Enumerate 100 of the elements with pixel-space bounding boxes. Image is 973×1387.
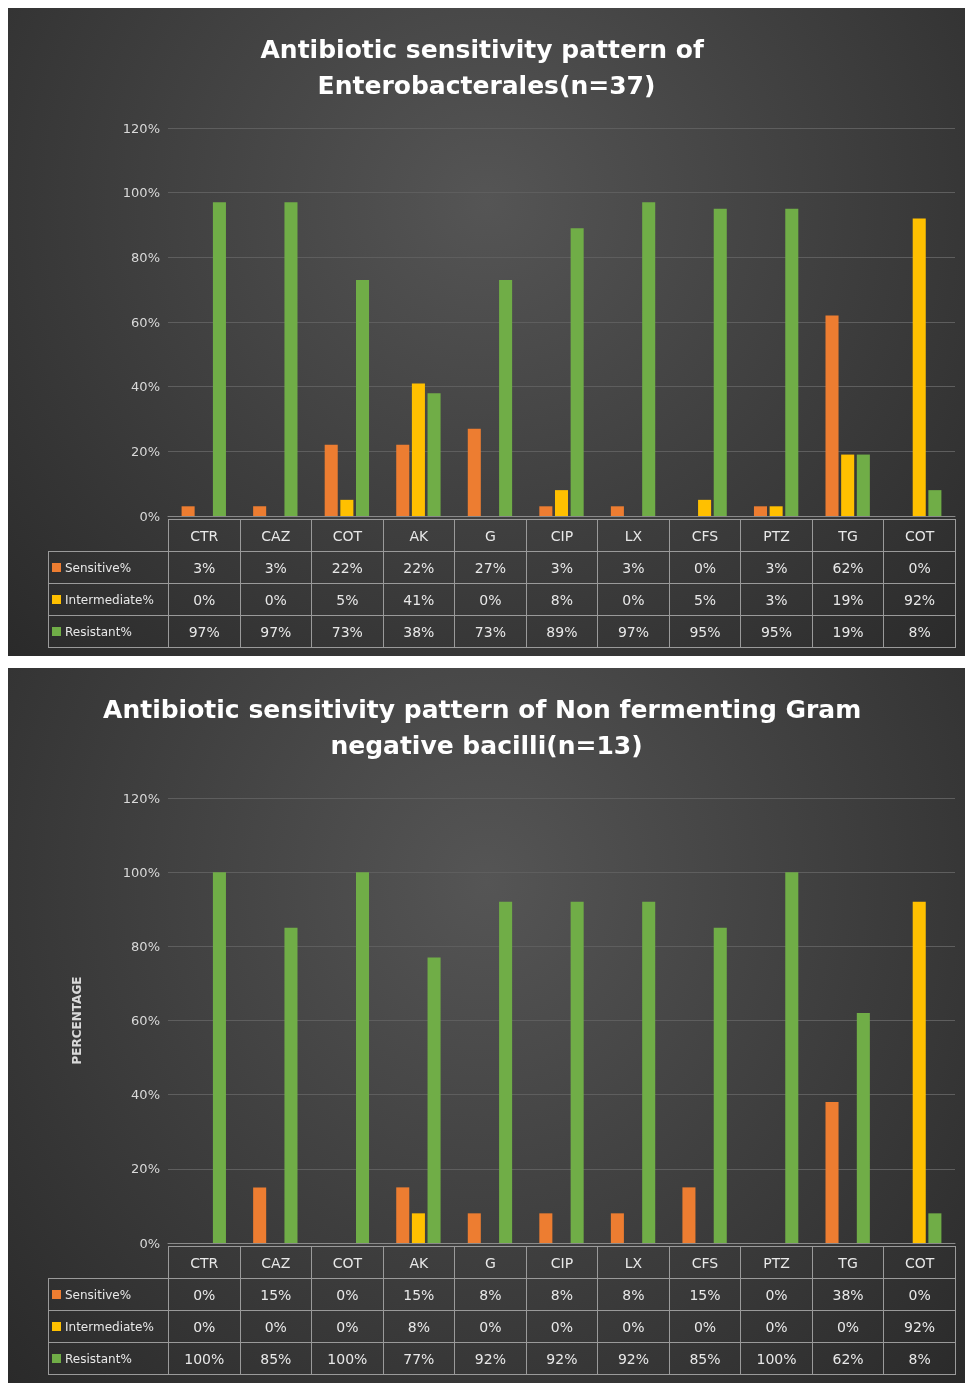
data-label: 62% [812, 551, 884, 584]
x-tick-label: G [454, 1246, 527, 1279]
data-label: 15% [240, 1278, 312, 1311]
data-label: 0% [168, 1278, 241, 1311]
x-tick-label: COT [883, 1246, 956, 1279]
y-tick-label: 20% [131, 1161, 160, 1177]
data-label: 100% [740, 1342, 813, 1375]
data-label: 0% [669, 1310, 741, 1343]
x-tick-label: AK [383, 1246, 455, 1279]
y-tick-label: 120% [122, 790, 160, 806]
x-tick-label: CTR [168, 519, 241, 552]
data-label: 100% [311, 1342, 384, 1375]
data-label: 3% [597, 551, 670, 584]
data-label: 97% [168, 615, 241, 648]
x-tick-label: CTR [168, 1246, 241, 1279]
data-label: 89% [526, 615, 598, 648]
data-label: 0% [454, 583, 527, 616]
data-label: 8% [454, 1278, 527, 1311]
data-label: 19% [812, 615, 884, 648]
data-label: 92% [454, 1342, 527, 1375]
x-tick-label: CIP [526, 1246, 598, 1279]
x-tick-label: AK [383, 519, 455, 552]
x-tick-label: CIP [526, 519, 598, 552]
x-tick-label: PTZ [740, 519, 813, 552]
x-tick-label: LX [597, 1246, 670, 1279]
data-label: 100% [168, 1342, 241, 1375]
data-label: 22% [311, 551, 384, 584]
data-label: 38% [812, 1278, 884, 1311]
data-label: 3% [526, 551, 598, 584]
data-label: 0% [812, 1310, 884, 1343]
y-tick-label: 100% [122, 864, 160, 880]
data-label: 15% [383, 1278, 455, 1311]
data-label: 15% [669, 1278, 741, 1311]
data-label: 8% [526, 1278, 598, 1311]
data-label: 97% [240, 615, 312, 648]
data-label: 73% [311, 615, 384, 648]
x-tick-label: TG [812, 519, 884, 552]
data-label: 92% [597, 1342, 670, 1375]
chart-title: Antibiotic sensitivity pattern of Non fermenting Gram negative bacilli(n=13) [103, 694, 870, 760]
x-tick-label: G [454, 519, 527, 552]
data-label: 0% [597, 583, 670, 616]
y-tick-label: 0% [139, 1235, 160, 1251]
x-tick-label: PTZ [740, 1246, 813, 1279]
x-tick-label: TG [812, 1246, 884, 1279]
data-label: 95% [669, 615, 741, 648]
y-tick-label: 80% [131, 249, 160, 265]
data-label: 5% [311, 583, 384, 616]
data-label: 19% [812, 583, 884, 616]
data-label: 85% [669, 1342, 741, 1375]
y-tick-label: 120% [122, 120, 160, 136]
x-tick-label: LX [597, 519, 670, 552]
data-label: 0% [883, 551, 956, 584]
y-axis-title: PERCENTAGE [70, 976, 84, 1065]
x-tick-label: CAZ [240, 519, 312, 552]
y-tick-label: 0% [139, 508, 160, 524]
y-tick-label: 100% [122, 185, 160, 201]
data-label: 41% [383, 583, 455, 616]
data-label: 95% [740, 615, 813, 648]
data-label: 0% [597, 1310, 670, 1343]
data-label: 8% [597, 1278, 670, 1311]
data-label: 0% [240, 583, 312, 616]
y-tick-label: 40% [131, 1087, 160, 1103]
data-label: 0% [168, 1310, 241, 1343]
data-label: 3% [168, 551, 241, 584]
data-label: 0% [311, 1278, 384, 1311]
data-label: 3% [740, 551, 813, 584]
data-label: 5% [669, 583, 741, 616]
data-label: 92% [526, 1342, 598, 1375]
legend-label: Sensitive% [48, 1278, 169, 1311]
data-label: 22% [383, 551, 455, 584]
x-tick-label: COT [311, 1246, 384, 1279]
data-label: 85% [240, 1342, 312, 1375]
legend-label: Intermediate% [48, 1310, 169, 1343]
data-label: 0% [526, 1310, 598, 1343]
data-label: 0% [669, 551, 741, 584]
data-label: 8% [883, 615, 956, 648]
data-label: 0% [740, 1278, 813, 1311]
data-label: 77% [383, 1342, 455, 1375]
y-tick-label: 60% [131, 1013, 160, 1028]
data-label: 8% [526, 583, 598, 616]
data-label: 0% [240, 1310, 312, 1343]
data-label: 0% [883, 1278, 956, 1311]
data-label: 97% [597, 615, 670, 648]
data-label: 3% [740, 583, 813, 616]
data-label: 0% [311, 1310, 384, 1343]
data-label: 27% [454, 551, 527, 584]
chart-title: Antibiotic sensitivity pattern of Enterobacterales(n=37) [260, 34, 713, 100]
data-label: 0% [454, 1310, 527, 1343]
legend-label: Sensitive% [48, 551, 169, 584]
data-label: 92% [883, 1310, 956, 1343]
data-label: 3% [240, 551, 312, 584]
data-label: 38% [383, 615, 455, 648]
legend-label: Resistant% [48, 615, 169, 648]
data-label: 8% [383, 1310, 455, 1343]
y-tick-label: 40% [131, 379, 160, 395]
y-tick-label: 60% [131, 314, 160, 330]
legend-label: Resistant% [48, 1342, 169, 1375]
y-tick-label: 20% [131, 443, 160, 459]
data-label: 0% [740, 1310, 813, 1343]
legend-label: Intermediate% [48, 583, 169, 616]
